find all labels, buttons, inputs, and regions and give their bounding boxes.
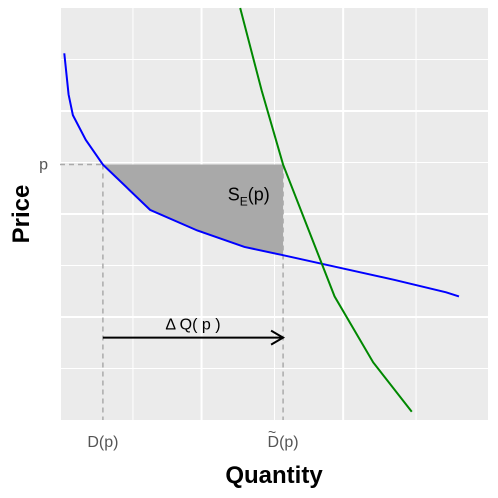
x-axis-title: Quantity xyxy=(225,462,323,489)
guide-lines xyxy=(60,163,284,420)
series-lines xyxy=(63,7,460,413)
surplus-label: SE(p) xyxy=(228,185,270,209)
delta-q-label: Δ Q( p ) xyxy=(165,317,220,334)
x-tick-label: D(p) xyxy=(268,434,299,451)
series-line-1 xyxy=(239,7,413,413)
y-axis-title: Price xyxy=(8,185,35,244)
delta-q-arrow xyxy=(102,329,286,346)
y-tick-label: p xyxy=(39,157,48,174)
x-tick-label: D(p) xyxy=(87,434,118,451)
x-tick-tilde: ~ xyxy=(268,424,276,440)
x-tick-labels: D(p) D(p)~ xyxy=(87,424,298,451)
series-line-0 xyxy=(63,53,460,298)
y-tick-labels: p xyxy=(39,157,48,174)
arrow-head xyxy=(270,329,286,346)
surplus-shaded-area xyxy=(102,164,284,256)
